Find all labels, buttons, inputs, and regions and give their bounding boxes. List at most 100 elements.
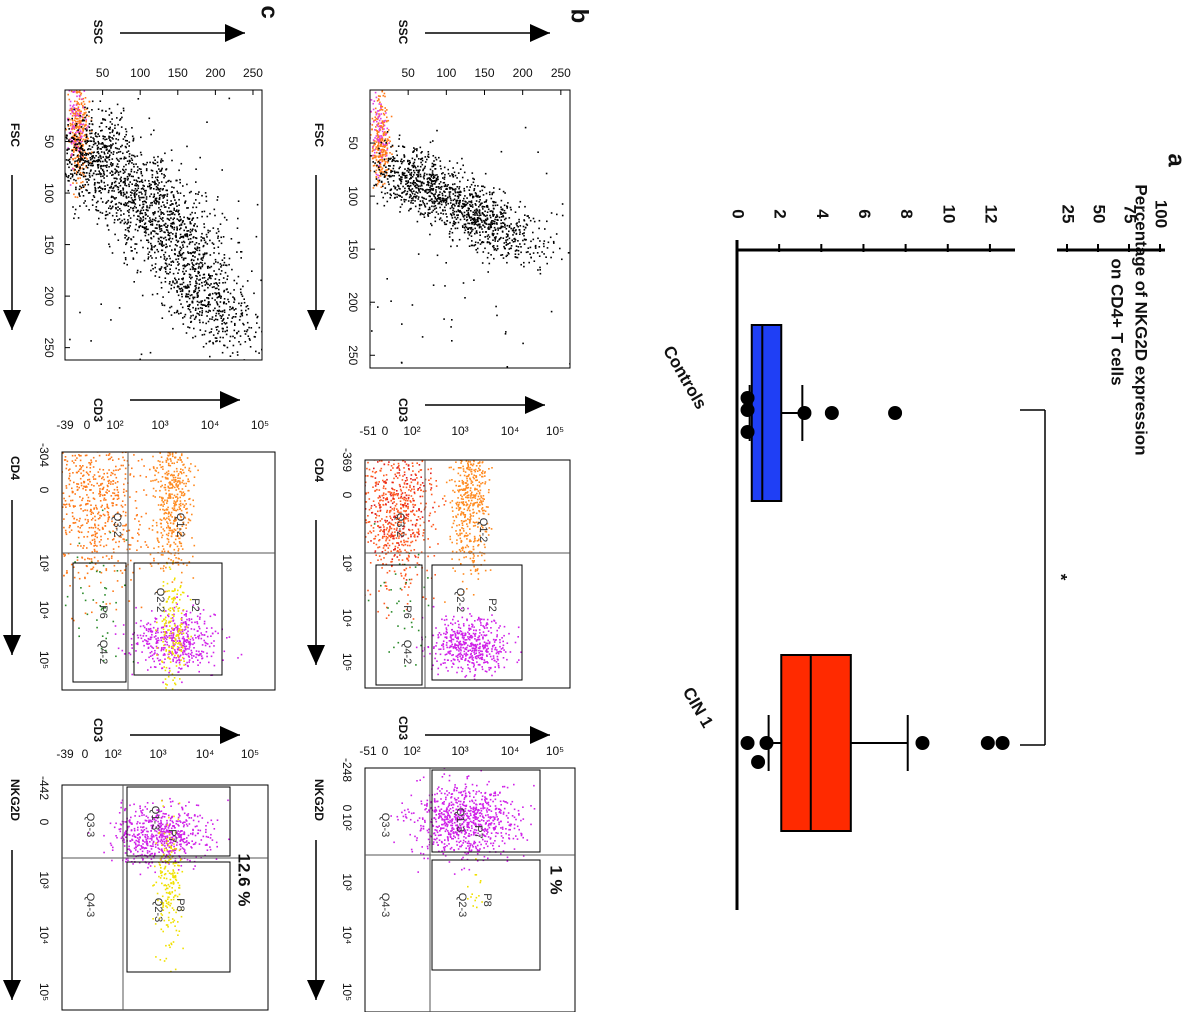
- event-dot: [147, 258, 149, 260]
- data-point: [741, 391, 755, 405]
- event-dot: [471, 471, 473, 473]
- event-dot: [443, 198, 445, 200]
- event-dot: [479, 664, 481, 666]
- event-dot: [481, 447, 483, 449]
- event-dot: [491, 528, 493, 530]
- event-dot: [360, 475, 362, 477]
- event-dot: [473, 502, 475, 504]
- event-dot: [474, 488, 476, 490]
- event-dot: [71, 108, 73, 110]
- event-dot: [413, 182, 415, 184]
- event-dot: [471, 235, 473, 237]
- event-dot: [482, 241, 484, 243]
- event-dot: [470, 423, 472, 425]
- event-dot: [452, 807, 454, 809]
- event-dot: [453, 789, 455, 791]
- event-dot: [444, 815, 446, 817]
- event-dot: [466, 647, 468, 649]
- event-dot: [472, 497, 474, 499]
- data-point: [741, 403, 755, 417]
- event-dot: [376, 97, 378, 99]
- event-dot: [465, 796, 467, 798]
- event-dot: [509, 242, 511, 244]
- event-dot: [487, 211, 489, 213]
- event-dot: [84, 109, 86, 111]
- event-dot: [436, 801, 438, 803]
- event-dot: [537, 252, 539, 254]
- event-dot: [381, 157, 383, 159]
- event-dot: [475, 193, 477, 195]
- event-dot: [413, 506, 415, 508]
- event-dot: [516, 233, 518, 235]
- event-dot: [406, 495, 408, 497]
- event-dot: [411, 165, 413, 167]
- event-dot: [459, 530, 461, 532]
- event-dot: [449, 640, 451, 642]
- event-dot: [421, 151, 423, 153]
- event-dot: [469, 806, 471, 808]
- event-dot: [470, 815, 472, 817]
- event-dot: [451, 507, 453, 509]
- event-dot: [460, 168, 462, 170]
- event-dot: [464, 504, 466, 506]
- event-dot: [458, 505, 460, 507]
- event-dot: [402, 448, 404, 450]
- event-dot: [412, 479, 414, 481]
- event-dot: [465, 788, 467, 790]
- event-dot: [498, 822, 500, 824]
- event-dot: [79, 98, 81, 100]
- event-dot: [400, 195, 402, 197]
- event-dot: [495, 639, 497, 641]
- event-dot: [479, 618, 481, 620]
- event-dot: [374, 129, 376, 131]
- event-dot: [479, 648, 481, 650]
- event-dot: [476, 522, 478, 524]
- event-dot: [473, 407, 475, 409]
- event-dot: [470, 558, 472, 560]
- event-dot: [380, 135, 382, 137]
- event-dot: [351, 548, 353, 550]
- event-dot: [468, 833, 470, 835]
- event-dot: [363, 485, 365, 487]
- event-dot: [403, 486, 405, 488]
- event-dot: [479, 652, 481, 654]
- event-dot: [78, 108, 80, 110]
- event-dot: [519, 233, 521, 235]
- event-dot: [435, 653, 437, 655]
- event-dot: [405, 575, 407, 577]
- event-dot: [72, 182, 74, 184]
- event-dot: [441, 812, 443, 814]
- event-dot: [476, 213, 478, 215]
- event-dot: [454, 873, 456, 875]
- event-dot: [486, 841, 488, 843]
- event-dot: [433, 210, 435, 212]
- event-dot: [491, 198, 493, 200]
- event-dot: [446, 644, 448, 646]
- event-dot: [480, 880, 482, 882]
- event-dot: [487, 831, 489, 833]
- event-dot: [456, 504, 458, 506]
- event-dot: [374, 162, 376, 164]
- event-dot: [446, 790, 448, 792]
- event-dot: [412, 199, 414, 201]
- event-dot: [435, 205, 437, 207]
- event-dot: [504, 192, 506, 194]
- event-dot: [419, 464, 421, 466]
- y-tick-label: 0: [340, 805, 354, 812]
- event-dot: [465, 520, 467, 522]
- event-dot: [499, 646, 501, 648]
- event-dot: [412, 457, 414, 459]
- event-dot: [375, 485, 377, 487]
- event-dot: [520, 201, 522, 203]
- event-dot: [487, 206, 489, 208]
- event-dot: [430, 223, 432, 225]
- event-dot: [390, 453, 392, 455]
- event-dot: [474, 430, 476, 432]
- event-dot: [482, 470, 484, 472]
- event-dot: [375, 506, 377, 508]
- event-dot: [438, 194, 440, 196]
- event-dot: [479, 462, 481, 464]
- event-dot: [472, 211, 474, 213]
- event-dot: [373, 468, 375, 470]
- event-dot: [537, 269, 539, 271]
